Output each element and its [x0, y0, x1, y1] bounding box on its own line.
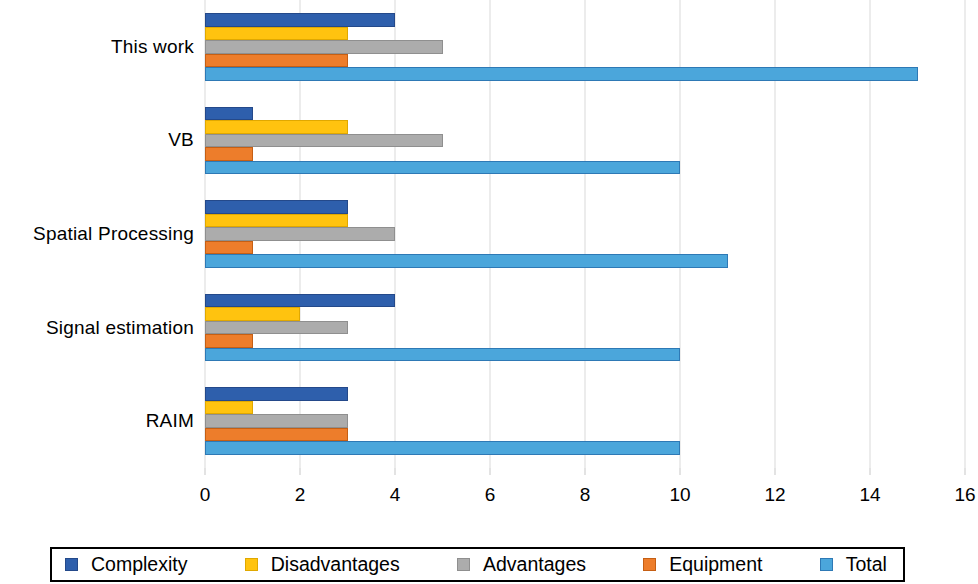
- bar-complexity-this-work: [205, 13, 395, 27]
- x-tick-label-16: 16: [954, 484, 975, 506]
- x-tick-0: [205, 468, 206, 475]
- bar-disadvantages-this-work: [205, 27, 348, 41]
- bar-equipment-spatial-processing: [205, 241, 253, 255]
- category-label-this-work: This work: [0, 0, 205, 94]
- bar-disadvantages-vb: [205, 120, 348, 134]
- x-tick-2: [300, 468, 301, 475]
- category-label-signal-estimation: Signal estimation: [0, 281, 205, 375]
- x-tick-label-2: 2: [295, 484, 306, 506]
- bar-advantages-raim: [205, 414, 348, 428]
- bar-equipment-signal-estimation: [205, 334, 253, 348]
- bar-advantages-spatial-processing: [205, 227, 395, 241]
- legend-swatch-disadvantages-icon: [245, 558, 258, 571]
- bar-group-raim: [205, 374, 965, 468]
- bar-group-this-work: [205, 0, 965, 94]
- x-axis: 0246810121416: [205, 468, 965, 513]
- x-tick-16: [965, 468, 966, 475]
- legend-label-disadvantages: Disadvantages: [271, 553, 400, 576]
- bar-advantages-this-work: [205, 40, 443, 54]
- bar-chart: This workVBSpatial ProcessingSignal esti…: [0, 0, 978, 584]
- plot-row: This workVBSpatial ProcessingSignal esti…: [0, 0, 978, 468]
- bar-total-this-work: [205, 67, 918, 81]
- x-tick-14: [870, 468, 871, 475]
- x-tick-12: [775, 468, 776, 475]
- legend-label-advantages: Advantages: [483, 553, 586, 576]
- x-tick-8: [585, 468, 586, 475]
- bar-total-signal-estimation: [205, 348, 680, 362]
- bar-total-raim: [205, 441, 680, 455]
- bar-advantages-signal-estimation: [205, 321, 348, 335]
- y-axis-category-labels: This workVBSpatial ProcessingSignal esti…: [0, 0, 205, 468]
- bars-layer: [205, 0, 965, 468]
- legend-item-total: Total: [820, 553, 887, 576]
- category-label-spatial-processing: Spatial Processing: [0, 187, 205, 281]
- legend-item-disadvantages: Disadvantages: [245, 553, 400, 576]
- x-tick-label-6: 6: [485, 484, 496, 506]
- bar-disadvantages-spatial-processing: [205, 214, 348, 228]
- bar-complexity-spatial-processing: [205, 200, 348, 214]
- legend: Complexity Disadvantages Advantages Equipme…: [50, 547, 905, 582]
- plot-area: [205, 0, 965, 468]
- bar-group-spatial-processing: [205, 187, 965, 281]
- bar-disadvantages-signal-estimation: [205, 307, 300, 321]
- legend-label-total: Total: [846, 553, 887, 576]
- legend-item-equipment: Equipment: [643, 553, 762, 576]
- x-tick-label-0: 0: [200, 484, 211, 506]
- legend-label-complexity: Complexity: [91, 553, 187, 576]
- bar-advantages-vb: [205, 134, 443, 148]
- bar-group-signal-estimation: [205, 281, 965, 375]
- x-tick-6: [490, 468, 491, 475]
- x-tick-4: [395, 468, 396, 475]
- bar-total-vb: [205, 161, 680, 175]
- legend-item-advantages: Advantages: [457, 553, 586, 576]
- bar-disadvantages-raim: [205, 401, 253, 415]
- category-label-vb: VB: [0, 94, 205, 188]
- bar-group-vb: [205, 94, 965, 188]
- x-tick-label-4: 4: [390, 484, 401, 506]
- legend-label-equipment: Equipment: [669, 553, 762, 576]
- x-tick-label-14: 14: [859, 484, 880, 506]
- bar-equipment-vb: [205, 147, 253, 161]
- bar-complexity-vb: [205, 107, 253, 121]
- bar-complexity-raim: [205, 387, 348, 401]
- bar-equipment-this-work: [205, 54, 348, 68]
- legend-swatch-complexity-icon: [65, 558, 78, 571]
- legend-swatch-total-icon: [820, 558, 833, 571]
- category-label-raim: RAIM: [0, 374, 205, 468]
- x-tick-label-10: 10: [669, 484, 690, 506]
- x-tick-label-8: 8: [580, 484, 591, 506]
- bar-complexity-signal-estimation: [205, 294, 395, 308]
- legend-swatch-advantages-icon: [457, 558, 470, 571]
- x-tick-10: [680, 468, 681, 475]
- bar-total-spatial-processing: [205, 254, 728, 268]
- legend-item-complexity: Complexity: [65, 553, 187, 576]
- bar-equipment-raim: [205, 428, 348, 442]
- x-tick-label-12: 12: [764, 484, 785, 506]
- legend-swatch-equipment-icon: [643, 558, 656, 571]
